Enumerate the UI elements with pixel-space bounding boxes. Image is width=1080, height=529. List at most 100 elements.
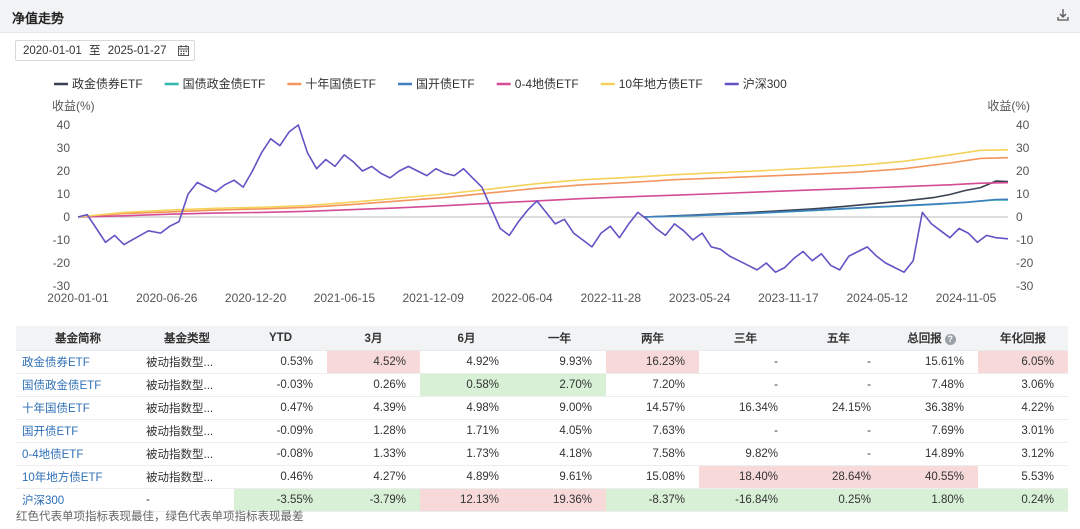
x-tick-label: 2022-06-04	[491, 291, 553, 305]
table-row: 十年国债ETF 被动指数型... 0.47% 4.39% 4.98% 9.00% 14.57…	[16, 396, 1068, 420]
table-row: 0-4地债ETF 被动指数型... -0.08% 1.33% 1.73% 4.18% 7.5…	[16, 442, 1068, 466]
fund-name-link[interactable]: 国开债ETF	[16, 419, 140, 443]
y-tick-label-right: -30	[1016, 279, 1034, 293]
y-tick-label-left: 10	[57, 187, 71, 201]
fund-name-link[interactable]: 0-4地债ETF	[16, 442, 140, 466]
fund-name-link[interactable]: 10年地方债ETF	[16, 465, 140, 489]
table-cell: -3.79%	[327, 488, 420, 512]
table-cell: -3.55%	[234, 488, 327, 512]
calendar-icon[interactable]	[178, 45, 189, 56]
x-tick-label: 2024-05-12	[847, 291, 909, 305]
x-tick-label: 2020-06-26	[136, 291, 198, 305]
table-header-cell: 基金简称	[16, 326, 140, 351]
table-cell: -	[699, 350, 792, 374]
fund-name-link[interactable]: 沪深300	[16, 488, 140, 512]
x-tick-label: 2020-01-01	[47, 291, 109, 305]
table-cell: 7.20%	[606, 373, 699, 397]
fund-type: 被动指数型...	[140, 396, 234, 420]
y-tick-label-left: -20	[53, 256, 71, 270]
table-header-cell: 年化回报	[978, 326, 1068, 351]
table-header-cell: 五年	[792, 326, 885, 351]
y-tick-label-right: 20	[1016, 164, 1030, 178]
table-row: 国开债ETF 被动指数型... -0.09% 1.28% 1.71% 4.05% 7.63%…	[16, 419, 1068, 443]
table-header-cell: YTD	[234, 326, 327, 351]
table-cell: 6.05%	[978, 350, 1068, 374]
table-cell: -	[699, 373, 792, 397]
download-icon[interactable]	[1056, 8, 1070, 22]
table-header-cell: 两年	[606, 326, 699, 351]
date-start: 2020-01-01	[23, 45, 82, 57]
table-row: 10年地方债ETF 被动指数型... 0.46% 4.27% 4.89% 9.61% 15.…	[16, 465, 1068, 489]
table-cell: 16.23%	[606, 350, 699, 374]
table-cell: 3.12%	[978, 442, 1068, 466]
table-cell: 4.52%	[327, 350, 420, 374]
footnote: 红色代表单项指标表现最佳，绿色代表单项指标表现最差	[16, 511, 304, 523]
fund-type: 被动指数型...	[140, 350, 234, 374]
y-tick-label-left: -10	[53, 233, 71, 247]
fund-type: 被动指数型...	[140, 373, 234, 397]
table-cell: 19.36%	[513, 488, 606, 512]
series-line	[77, 156, 1009, 218]
table-cell: -8.37%	[606, 488, 699, 512]
table-header-cell: 基金类型	[140, 326, 234, 351]
legend-label: 政金债券ETF	[72, 76, 143, 91]
y-tick-label-right: 0	[1016, 210, 1023, 224]
table-cell: 0.26%	[327, 373, 420, 397]
table-cell: 5.53%	[978, 465, 1068, 489]
table-cell: 4.98%	[420, 396, 513, 420]
x-tick-label: 2021-12-09	[403, 291, 465, 305]
table-cell: 4.39%	[327, 396, 420, 420]
x-tick-label: 2024-11-05	[936, 291, 997, 305]
x-tick-label: 2023-05-24	[669, 291, 731, 305]
y-tick-label-left: -30	[53, 279, 71, 293]
fund-type: 被动指数型...	[140, 442, 234, 466]
legend-label: 10年地方债ETF	[619, 76, 703, 91]
table-cell: 1.28%	[327, 419, 420, 443]
table-cell: 0.47%	[234, 396, 327, 420]
table-cell: -	[792, 350, 885, 374]
fund-type: -	[140, 488, 234, 512]
table-cell: 4.18%	[513, 442, 606, 466]
panel-header: 净值走势	[0, 0, 1080, 33]
table-cell: 4.05%	[513, 419, 606, 443]
series-line	[77, 124, 1009, 273]
legend-label: 国债政金债ETF	[183, 76, 266, 91]
table-cell: 15.08%	[606, 465, 699, 489]
table-cell: 1.71%	[420, 419, 513, 443]
table-header-cell: 总回报?	[885, 326, 978, 351]
x-tick-label: 2022-11-28	[581, 291, 642, 305]
table-cell: 1.80%	[885, 488, 978, 512]
series-line	[77, 149, 1009, 218]
table-cell: 36.38%	[885, 396, 978, 420]
help-icon[interactable]: ?	[944, 334, 956, 345]
table-header-cell: 三年	[699, 326, 792, 351]
table-cell: -0.03%	[234, 373, 327, 397]
table-cell: -0.08%	[234, 442, 327, 466]
y-tick-label-right: 30	[1016, 141, 1030, 155]
y-tick-label-right: -10	[1016, 233, 1034, 247]
table-cell: 9.00%	[513, 396, 606, 420]
series-line	[77, 181, 1009, 218]
table-cell: 16.34%	[699, 396, 792, 420]
y-tick-label-left: 0	[63, 210, 70, 224]
table-cell: 0.24%	[978, 488, 1068, 512]
series-line	[643, 180, 1009, 218]
fund-name-link[interactable]: 国债政金债ETF	[16, 373, 140, 397]
legend-label: 沪深300	[743, 77, 787, 91]
fund-name-link[interactable]: 政金债券ETF	[16, 350, 140, 374]
table-header-row: 基金简称 基金类型 YTD 3月 6月 一年 两年 三年 五年 总回报? 年化回报	[16, 326, 1068, 351]
table-cell: 0.58%	[420, 373, 513, 397]
date-range-picker[interactable]: 2020-01-01 至 2025-01-27	[15, 40, 195, 61]
table-cell: 1.33%	[327, 442, 420, 466]
x-tick-label: 2021-06-15	[314, 291, 376, 305]
fund-name-link[interactable]: 十年国债ETF	[16, 396, 140, 420]
legend-label: 0-4地债ETF	[515, 77, 579, 91]
fund-type: 被动指数型...	[140, 419, 234, 443]
table-cell: 7.58%	[606, 442, 699, 466]
table-cell: 9.93%	[513, 350, 606, 374]
x-tick-label: 2023-11-17	[758, 291, 819, 305]
table-cell: 1.73%	[420, 442, 513, 466]
panel-title: 净值走势	[12, 11, 65, 26]
table-cell: 9.61%	[513, 465, 606, 489]
table-cell: 0.46%	[234, 465, 327, 489]
